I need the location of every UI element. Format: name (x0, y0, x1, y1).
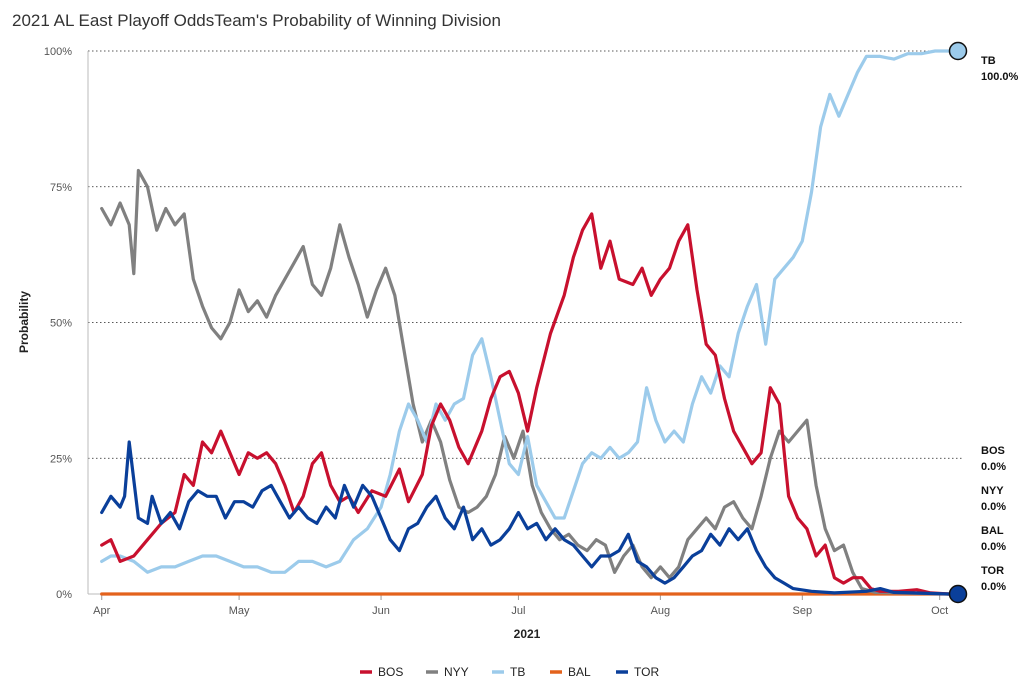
end-labels: BOS 0.0% NYY 0.0% TB 100.0% BAL 0.0% TOR 0.0% (981, 55, 1019, 593)
end-label-name: NYY (981, 485, 1004, 497)
x-tick-label: Sep (793, 605, 813, 617)
legend-label: BAL (568, 665, 591, 679)
legend-label: TB (510, 665, 525, 679)
x-tick-label: Jul (511, 605, 525, 617)
legend-label: TOR (634, 665, 659, 679)
series-line-bos (100, 212, 951, 596)
legend-label: NYY (444, 665, 469, 679)
series-lines (100, 49, 951, 596)
end-label-value: 0.0% (981, 461, 1006, 473)
end-label-name: TOR (981, 565, 1004, 577)
x-tick-label: Aug (651, 605, 671, 617)
end-label-value: 0.0% (981, 501, 1006, 513)
end-label-value: 0.0% (981, 581, 1006, 593)
x-axis-label: 2021 (514, 627, 541, 641)
legend-label: BOS (378, 665, 403, 679)
x-tick-label: Apr (93, 605, 110, 617)
chart-title: 2021 AL East Playoff OddsTeam's Probabil… (12, 11, 501, 30)
series-line-nyy (100, 168, 951, 596)
legend: BOS NYY TB BAL TOR (360, 665, 659, 679)
end-label-name: TB (981, 55, 996, 67)
y-tick-label: 50% (50, 318, 72, 330)
x-axis: Apr May Jun Jul Aug Sep Oct (87, 51, 964, 617)
y-tick-label: 25% (50, 453, 72, 465)
end-label-name: BOS (981, 445, 1005, 457)
series-line-tor (100, 440, 951, 596)
y-axis-ticks: 0% 25% 50% 75% 100% (44, 46, 72, 601)
y-tick-label: 100% (44, 46, 72, 58)
end-label-name: BAL (981, 525, 1004, 537)
y-axis-label: Probability (17, 291, 31, 353)
end-marker-tb (948, 41, 968, 61)
x-tick-label: May (229, 605, 250, 617)
end-markers (948, 41, 968, 604)
end-label-value: 100.0% (981, 71, 1019, 83)
series-line-tb (100, 49, 951, 574)
y-tick-label: 75% (50, 182, 72, 194)
x-tick-label: Oct (931, 605, 948, 617)
y-tick-label: 0% (56, 589, 72, 601)
end-label-value: 0.0% (981, 541, 1006, 553)
end-marker-tor (948, 584, 968, 604)
grid-lines (88, 50, 964, 459)
x-tick-label: Jun (372, 605, 390, 617)
